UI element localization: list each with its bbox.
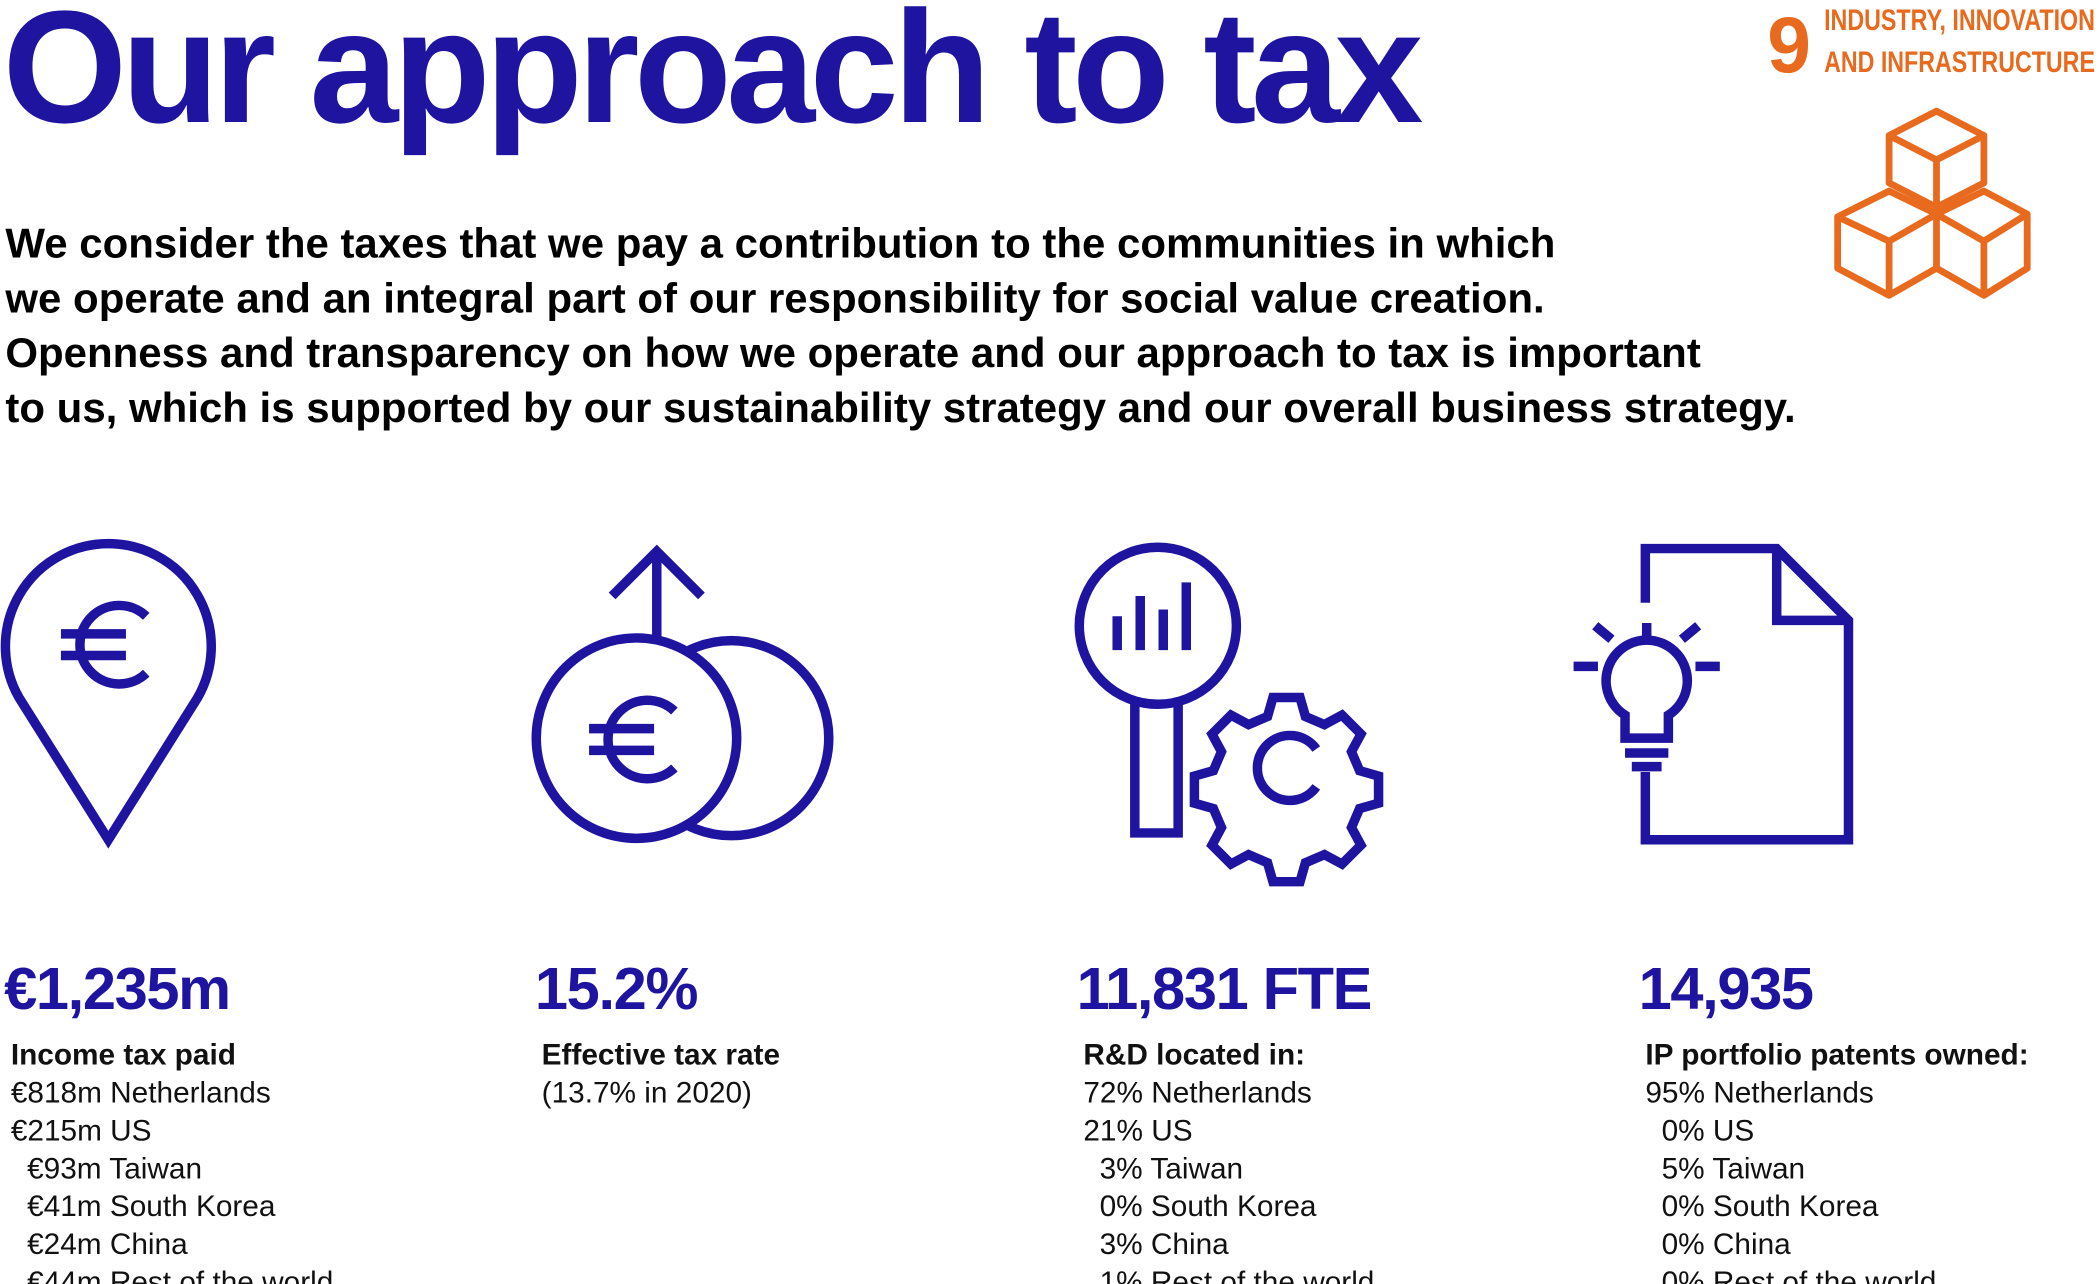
- stat-line: 0% US: [1662, 1114, 1755, 1147]
- stat-line: 0% South Korea: [1100, 1190, 1317, 1223]
- stat-line: €44m Rest of the world: [27, 1266, 333, 1284]
- stat-line: €24m China: [27, 1228, 188, 1261]
- icons: [0, 538, 1854, 887]
- stat-line: 0% China: [1662, 1228, 1792, 1261]
- sdg-label: AND INFRASTRUCTURE: [1824, 46, 2095, 79]
- intro-line: to us, which is supported by our sustain…: [5, 384, 1795, 431]
- stats: €1,235m Income tax paid €818m Netherlands €…: [4, 955, 2029, 1284]
- stat-line: 5% Taiwan: [1662, 1152, 1805, 1185]
- stat-headline: 11,831 FTE: [1077, 955, 1371, 1022]
- stat-line: 95% Netherlands: [1645, 1076, 1873, 1109]
- intro-line: We consider the taxes that we pay a cont…: [5, 219, 1555, 266]
- sdg-icon: [1834, 107, 2031, 299]
- stat-line: €215m US: [11, 1114, 152, 1147]
- intro-line: we operate and an integral part of our r…: [4, 274, 1544, 321]
- stat-label: Income tax paid: [11, 1039, 236, 1072]
- stat-label: Effective tax rate: [542, 1039, 780, 1072]
- stat-label: R&D located in:: [1083, 1039, 1305, 1072]
- stat-headline: 15.2%: [535, 955, 698, 1022]
- stat-line: 21% US: [1083, 1114, 1192, 1147]
- stat-line: €818m Netherlands: [11, 1076, 271, 1109]
- stat-line: 1% Rest of the world: [1100, 1266, 1375, 1284]
- stat-line: 3% China: [1100, 1228, 1230, 1261]
- title: Our approach to tax: [3, 0, 1423, 156]
- sdg-number: 9: [1767, 1, 1811, 89]
- sdg-label: INDUSTRY, INNOVATION: [1824, 4, 2095, 37]
- stat-line: (13.7% in 2020): [542, 1076, 752, 1109]
- intro: We consider the taxes that we pay a cont…: [4, 219, 1795, 431]
- stat-line: €93m Taiwan: [27, 1152, 202, 1185]
- stat-line: €41m South Korea: [27, 1190, 276, 1223]
- stat-line: 72% Netherlands: [1083, 1076, 1311, 1109]
- intro-line: Openness and transparency on how we oper…: [5, 329, 1700, 376]
- stat-label: IP portfolio patents owned:: [1645, 1039, 2028, 1072]
- stat-headline: €1,235m: [4, 955, 230, 1022]
- stat-headline: 14,935: [1639, 955, 1813, 1022]
- stat-line: 3% Taiwan: [1100, 1152, 1243, 1185]
- stat-line: 0% South Korea: [1662, 1190, 1879, 1223]
- stat-line: 0% Rest of the world: [1662, 1266, 1937, 1284]
